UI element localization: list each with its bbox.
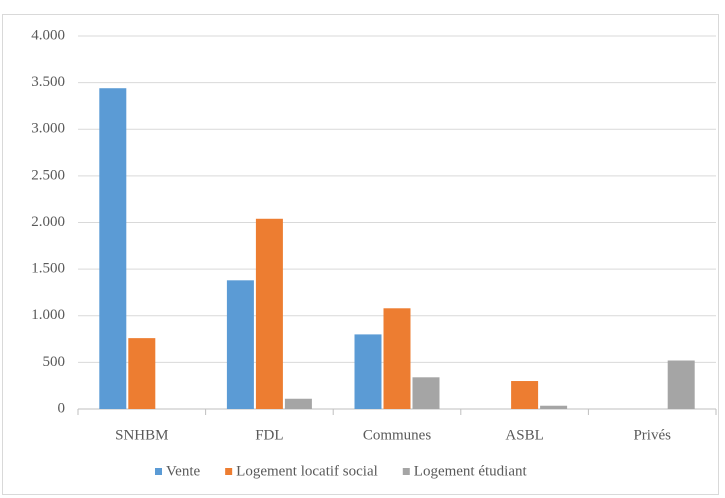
y-tick-label: 2.000 bbox=[31, 214, 65, 230]
bar bbox=[354, 334, 382, 409]
x-tick-label: Privés bbox=[633, 427, 671, 443]
bar bbox=[383, 308, 411, 409]
legend-label: Vente bbox=[166, 463, 200, 479]
legend-label: Logement locatif social bbox=[236, 463, 378, 479]
y-tick-label: 4.000 bbox=[31, 27, 65, 43]
y-tick-label: 0 bbox=[58, 400, 66, 416]
bar bbox=[128, 338, 156, 409]
legend-label: Logement étudiant bbox=[414, 463, 528, 479]
y-tick-label: 3.000 bbox=[31, 121, 65, 137]
x-tick-label: ASBL bbox=[505, 427, 543, 443]
y-tick-label: 500 bbox=[43, 354, 66, 370]
bar bbox=[511, 381, 539, 409]
y-tick-label: 1.000 bbox=[31, 307, 65, 323]
bar bbox=[99, 88, 127, 409]
bar bbox=[226, 280, 254, 409]
bar bbox=[284, 398, 312, 409]
x-tick-label: Communes bbox=[363, 427, 431, 443]
bar bbox=[667, 360, 695, 409]
bar bbox=[412, 377, 440, 409]
y-tick-label: 3.500 bbox=[31, 74, 65, 90]
legend-swatch bbox=[225, 468, 233, 475]
legend-swatch bbox=[155, 468, 162, 475]
x-tick-label: FDL bbox=[255, 427, 283, 443]
bar bbox=[540, 405, 568, 409]
bar bbox=[255, 218, 283, 409]
legend-swatch bbox=[402, 468, 410, 475]
y-tick-label: 2.500 bbox=[31, 167, 65, 183]
x-tick-label: SNHBM bbox=[115, 427, 168, 443]
y-tick-label: 1.500 bbox=[31, 261, 65, 277]
